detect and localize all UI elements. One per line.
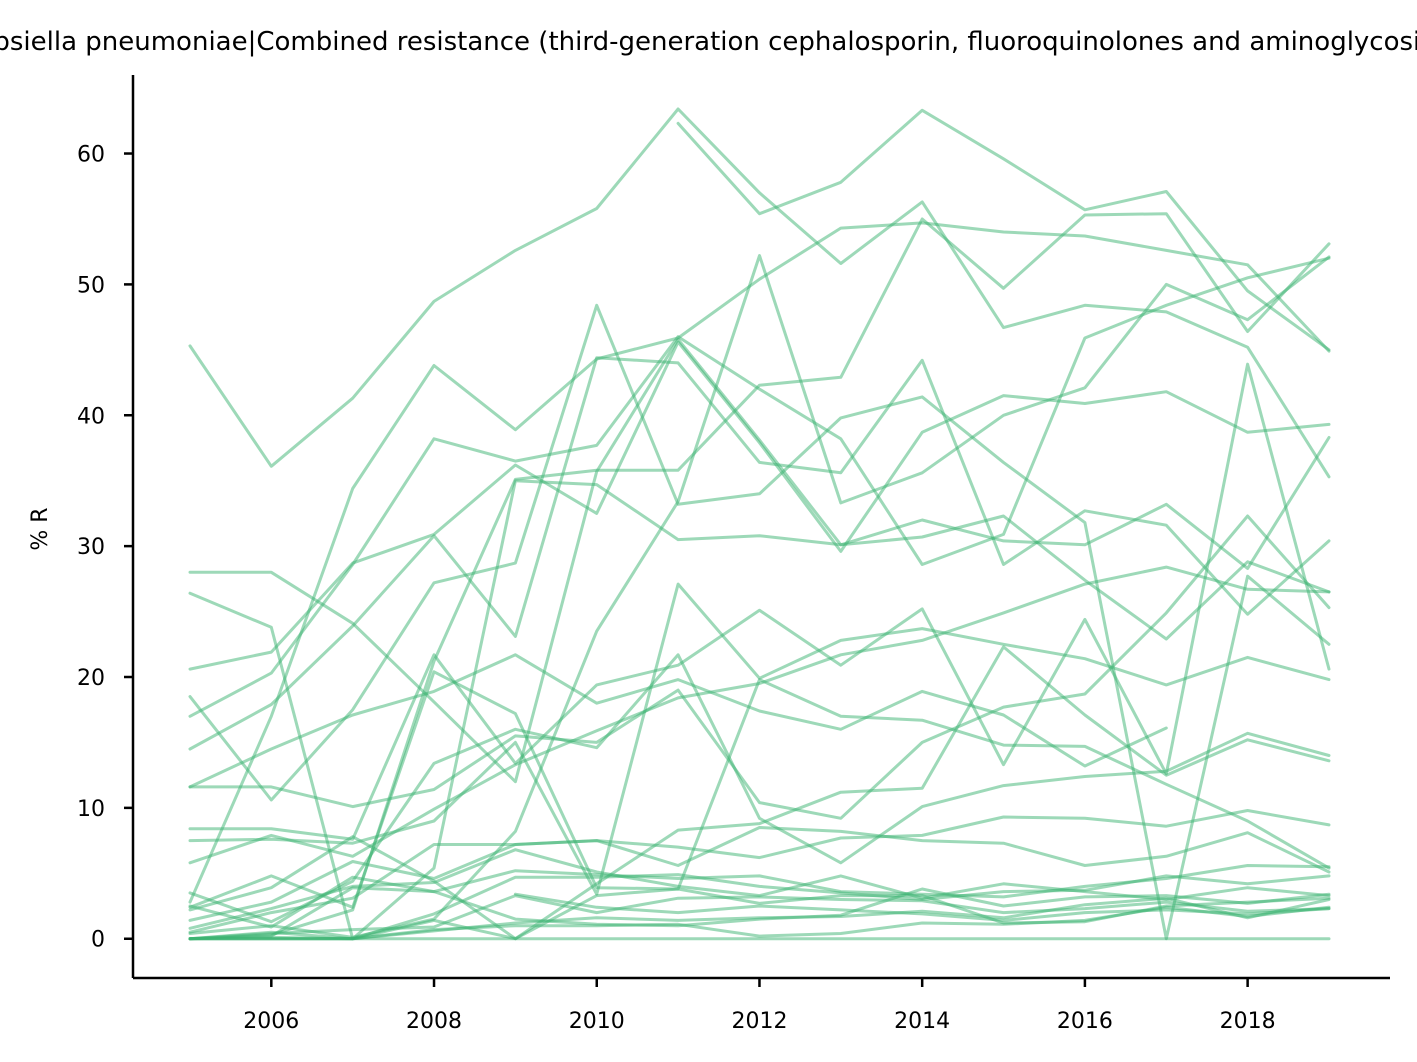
series-line-24: [188, 873, 1331, 941]
y-tick-label: 50: [77, 273, 105, 298]
x-tick-label: 2018: [1220, 1009, 1276, 1034]
x-ticks: 2006 2008 2010 2012 2014 2016 2018: [243, 978, 1276, 1034]
series-line-29: [188, 905, 1331, 941]
y-tick-label: 10: [77, 797, 105, 822]
y-tick-label: 40: [77, 404, 105, 429]
series-line-30: [188, 875, 1331, 929]
series-line-4: [188, 212, 1331, 941]
series-line-20: [188, 809, 1331, 922]
series-line-18: [188, 670, 1331, 909]
series-line-14: [188, 362, 1331, 841]
series-line-1: [188, 107, 1331, 479]
series-line-5: [188, 254, 1331, 939]
series-line-12: [188, 653, 1168, 789]
series-line-6: [188, 337, 1331, 784]
y-axis-label: % R: [28, 507, 53, 550]
series-line-11: [188, 356, 1331, 751]
series-layer: [188, 107, 1331, 941]
series-line-31: [513, 892, 1331, 922]
series-line-9: [188, 303, 1331, 941]
y-ticks: 0 10 20 30 40 50 60: [77, 143, 133, 953]
series-line-7: [188, 436, 1331, 941]
x-tick-label: 2008: [406, 1009, 462, 1034]
x-tick-label: 2016: [1057, 1009, 1113, 1034]
series-line-8: [188, 340, 1331, 671]
x-tick-label: 2010: [569, 1009, 625, 1034]
series-line-2: [676, 108, 1331, 352]
y-tick-label: 20: [77, 666, 105, 691]
series-line-10: [188, 256, 1331, 718]
x-tick-label: 2012: [731, 1009, 787, 1034]
series-line-19: [188, 645, 1331, 941]
series-line-3: [188, 221, 1331, 904]
x-tick-label: 2006: [243, 1009, 299, 1034]
series-line-22: [188, 826, 1331, 934]
series-line-25: [188, 894, 1331, 941]
y-tick-label: 30: [77, 535, 105, 560]
chart-title: Klebsiella pneumoniae|Combined resistanc…: [0, 27, 1417, 57]
x-tick-label: 2014: [894, 1009, 950, 1034]
series-line-13: [188, 514, 1331, 820]
y-tick-label: 0: [91, 928, 105, 953]
y-tick-label: 60: [77, 143, 105, 168]
